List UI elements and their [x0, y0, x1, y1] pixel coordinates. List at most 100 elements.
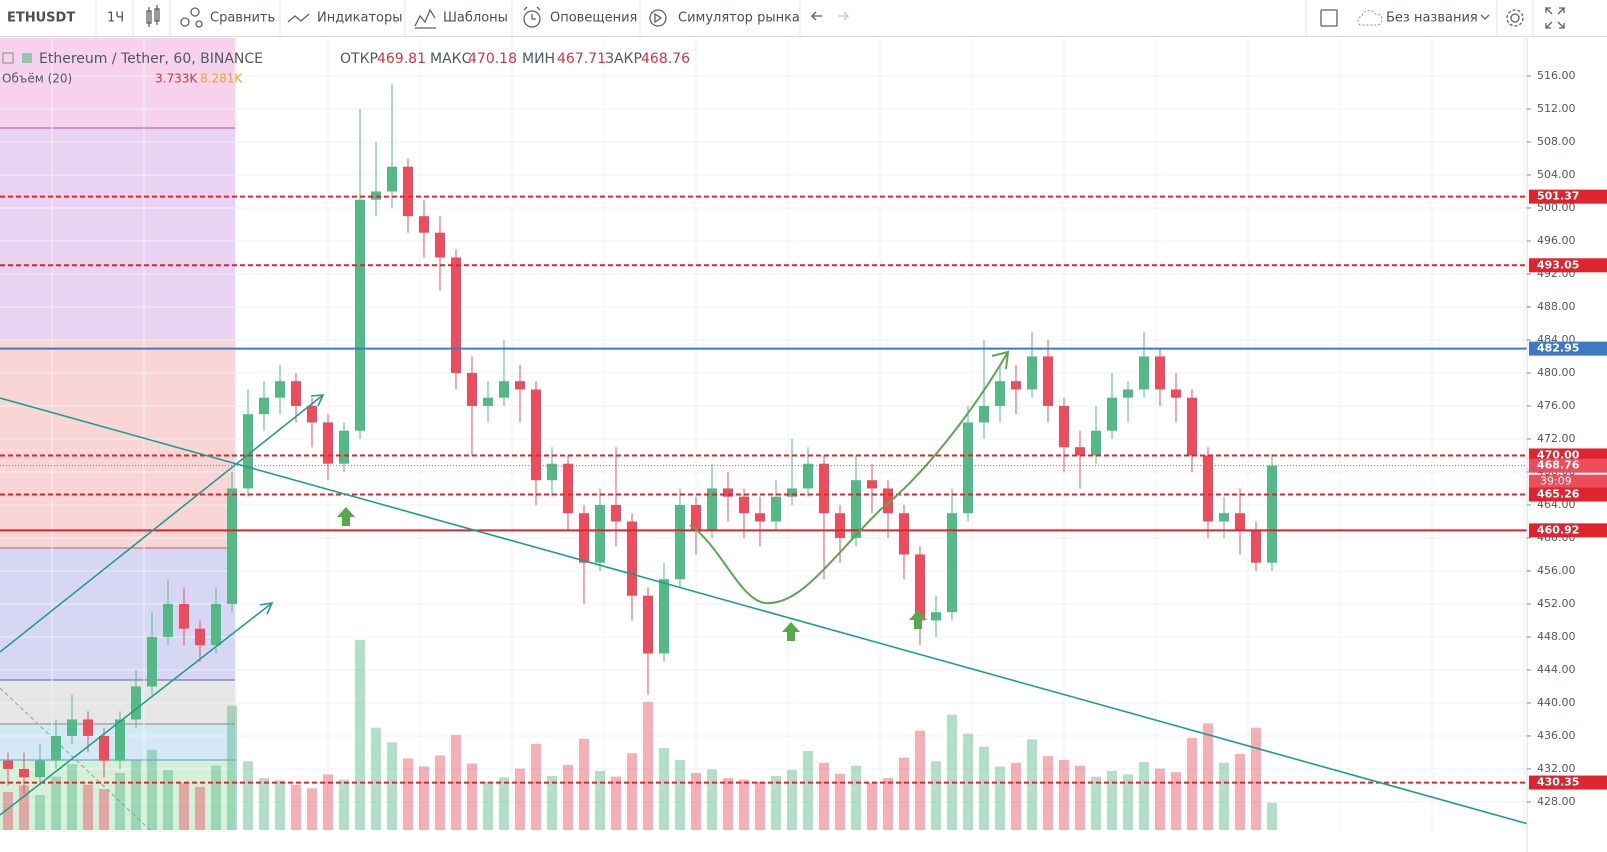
compare-icon[interactable]	[180, 7, 203, 28]
volume-bar	[835, 773, 845, 830]
volume-bar	[179, 783, 189, 830]
candle-body	[1107, 397, 1117, 431]
indicators-icon[interactable]	[287, 13, 310, 23]
candle-body	[787, 488, 797, 497]
volume-ma-value: 8.281K	[200, 72, 243, 86]
settings[interactable]	[1506, 9, 1524, 27]
volume-bar	[83, 784, 93, 830]
alerts[interactable]: Оповещения	[550, 11, 637, 26]
candle-body	[435, 232, 445, 258]
candle-body	[867, 480, 877, 489]
countdown-box	[1529, 474, 1607, 489]
up-arrow	[782, 622, 800, 641]
candle-body	[899, 513, 909, 555]
trend-line	[0, 602, 273, 816]
candle-body	[83, 719, 93, 736]
volume-bar	[691, 773, 701, 830]
candle-body	[819, 463, 829, 514]
low-value: 467.71	[557, 51, 606, 67]
cloud-icon[interactable]	[1357, 9, 1383, 26]
candle-body	[643, 595, 653, 654]
candle-body	[131, 686, 141, 720]
interval[interactable]: 1Ч	[107, 11, 124, 26]
volume-title[interactable]: Объём (20)	[2, 72, 72, 86]
volume-bar	[755, 781, 765, 830]
candle-body	[403, 166, 413, 217]
volume-bar	[547, 775, 557, 830]
level-label-box	[1529, 341, 1607, 356]
volume-bar	[707, 769, 717, 830]
y-tick-label: 488.00	[1537, 300, 1576, 313]
volume-bar	[1059, 759, 1069, 830]
candle-body	[803, 463, 813, 489]
y-tick-label: 452.00	[1537, 597, 1576, 610]
arrow-head	[310, 394, 325, 407]
legend-title[interactable]: Ethereum / Tether, 60, BINANCE	[39, 51, 263, 67]
toolbar: ETHUSDT 1Ч Сравнить Индикаторы Шаблоны О…	[0, 0, 1607, 37]
volume-bar	[643, 702, 653, 830]
candle-body	[179, 603, 189, 629]
volume-bar	[35, 794, 45, 830]
candle-body	[675, 504, 685, 580]
y-tick-label: 448.00	[1537, 630, 1576, 643]
candle-body	[275, 381, 285, 398]
trend-line	[0, 397, 1551, 831]
candle-body	[771, 496, 781, 522]
candle-body	[1155, 356, 1165, 390]
symbol[interactable]: ETHUSDT	[7, 11, 75, 26]
volume-bar	[1155, 768, 1165, 830]
level-label: 460.92	[1529, 523, 1607, 538]
alerts-icon[interactable]	[523, 6, 541, 28]
volume-bar	[1139, 762, 1149, 830]
volume-bar	[899, 757, 909, 830]
level-label-box	[1529, 189, 1607, 204]
y-tick-label: 444.00	[1537, 663, 1576, 676]
candle-body	[563, 463, 573, 514]
indicators[interactable]: Индикаторы	[317, 11, 403, 26]
level-label: 468.76 39:09	[1529, 458, 1607, 489]
candle-type-icon[interactable]	[146, 5, 160, 27]
candle-body	[99, 735, 109, 761]
open-label: ОТКР	[340, 51, 378, 67]
low-label: МИН	[522, 51, 555, 67]
level-label-box	[1529, 487, 1607, 502]
volume-bar	[131, 760, 141, 830]
templates-icon[interactable]	[414, 8, 436, 29]
layout-name[interactable]: Без названия	[1386, 11, 1478, 26]
volume-bar	[307, 788, 317, 830]
simulator-icon[interactable]	[649, 9, 667, 27]
candle-body	[995, 381, 1005, 406]
fullscreen[interactable]	[1545, 7, 1565, 29]
close-label: ЗАКР	[605, 51, 642, 67]
candle-body	[611, 504, 621, 522]
volume-bar	[227, 705, 237, 830]
candle-body	[227, 488, 237, 604]
y-tick-label: 504.00	[1537, 168, 1576, 181]
candle-body	[851, 480, 861, 538]
compare[interactable]: Сравнить	[210, 11, 275, 26]
volume-bar	[259, 778, 269, 830]
level-label: 501.37	[1529, 189, 1607, 204]
arrow-head	[991, 350, 1010, 370]
collapse-icon[interactable]	[2, 52, 14, 64]
volume-bar	[627, 753, 637, 830]
volume-bar	[403, 758, 413, 830]
volume-bar	[1043, 756, 1053, 830]
candle-body	[291, 381, 301, 406]
simulator[interactable]: Симулятор рынка	[678, 11, 800, 26]
volume-bar	[1107, 770, 1117, 830]
candle-body	[1011, 381, 1021, 390]
layout-menu[interactable]	[1480, 14, 1490, 20]
candle-body	[1091, 430, 1101, 456]
candle-body	[1043, 356, 1053, 406]
square-button[interactable]	[1320, 9, 1338, 27]
levels	[0, 195, 1527, 784]
redo[interactable]	[838, 11, 850, 21]
y-tick-label: 436.00	[1537, 729, 1576, 742]
volume-bar	[531, 743, 541, 830]
undo[interactable]	[810, 11, 822, 21]
level-label-box	[1529, 523, 1607, 538]
templates[interactable]: Шаблоны	[443, 11, 508, 26]
candle-body	[1251, 529, 1261, 563]
